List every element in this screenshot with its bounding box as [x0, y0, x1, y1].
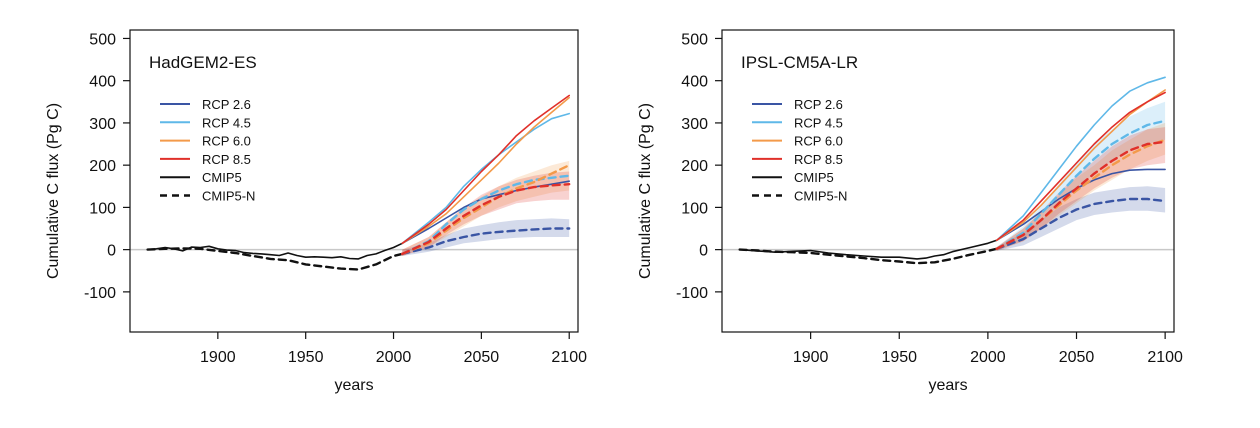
- plot-frame: [721, 29, 1175, 333]
- y-tick-label: 400: [681, 74, 708, 91]
- y-tick-label: 400: [89, 74, 116, 91]
- y-tick-label: 100: [681, 200, 708, 217]
- x-tick-label: 2050: [1059, 349, 1095, 366]
- series-rcp-8-5-cmip5: [401, 94, 571, 245]
- x-axis-label: years: [334, 377, 373, 394]
- y-tick-label: 100: [89, 200, 116, 217]
- y-axis-label: Cumulative C flux (Pg C): [637, 103, 654, 279]
- y-tick-label: -100: [676, 285, 708, 302]
- series-rcp-4-5-cmip5: [995, 76, 1166, 242]
- series-rcp-2-6-cmip5-n: [995, 197, 1167, 251]
- legend-label-rcp-6-0: RCP 6.0: [794, 134, 843, 149]
- y-tick-label: 200: [89, 158, 116, 175]
- series-rcp-4-5-cmip5-n: [995, 119, 1167, 251]
- y-tick-label: 500: [89, 31, 116, 48]
- legend-label-rcp-6-0: RCP 6.0: [202, 134, 251, 149]
- x-tick-label: 2000: [376, 349, 412, 366]
- panel-hadgem2-es: -100 0 100 200 300 400 500 1900 1950 2000 2050 2100…: [45, 29, 587, 394]
- plot-area: [146, 94, 571, 271]
- y-tick-label: 0: [107, 243, 116, 260]
- y-tick-label: 200: [681, 158, 708, 175]
- panel-ipsl-cm5a-lr: -100 0 100 200 300 400 500 1900 1950 2000 2050 2100…: [637, 29, 1183, 394]
- legend-label-rcp-2-6: RCP 2.6: [794, 97, 843, 112]
- x-tick-label: 2000: [970, 349, 1006, 366]
- y-axis-label: Cumulative C flux (Pg C): [45, 103, 62, 279]
- legend-label-rcp-8-5: RCP 8.5: [794, 152, 843, 167]
- x-tick-label: 2100: [551, 349, 587, 366]
- legend-label-rcp-2-6: RCP 2.6: [202, 97, 251, 112]
- x-axis-label: years: [928, 377, 967, 394]
- series-rcp-8-5-cmip5-n: [401, 182, 571, 256]
- x-tick-label: 1900: [793, 349, 829, 366]
- legend-label-cmip5-n: CMIP5-N: [794, 189, 847, 204]
- x-tick-label: 1950: [288, 349, 324, 366]
- legend-label-cmip5-n: CMIP5-N: [202, 189, 255, 204]
- band-rcp-2-6-cmip5-n: [996, 186, 1166, 251]
- series-cmip5-n-historical: [738, 247, 998, 265]
- y-tick-label: 300: [681, 116, 708, 133]
- legend-label-rcp-8-5: RCP 8.5: [202, 152, 251, 167]
- legend-label-rcp-4-5: RCP 4.5: [794, 115, 843, 130]
- panel-title: HadGEM2-ES: [149, 53, 257, 72]
- legend-label-cmip5: CMIP5: [794, 170, 834, 185]
- series-rcp-6-0-cmip5: [401, 96, 571, 245]
- x-tick-label: 2050: [464, 349, 500, 366]
- plot-frame: [129, 29, 579, 333]
- series-rcp-6-0-cmip5: [995, 89, 1166, 242]
- series-hadgem2-es-historical: [146, 242, 404, 260]
- series-cmip5-n-historical: [146, 247, 404, 271]
- y-tick-label: 500: [681, 31, 708, 48]
- y-tick-label: -100: [84, 285, 116, 302]
- band-rcp-8-5-cmip5-n: [402, 171, 570, 256]
- plot-area: [738, 76, 1167, 265]
- series-rcp-2-6-cmip5-n: [401, 227, 571, 256]
- panel-title: IPSL-CM5A-LR: [741, 53, 858, 72]
- y-tick-label: 0: [699, 243, 708, 260]
- x-tick-label: 2100: [1147, 349, 1183, 366]
- y-tick-label: 300: [89, 116, 116, 133]
- x-tick-label: 1900: [200, 349, 236, 366]
- x-tick-label: 1950: [881, 349, 917, 366]
- series-rcp-8-5-cmip5-n: [995, 140, 1167, 251]
- band-rcp-2-6-cmip5-n: [402, 218, 570, 256]
- legend-label-cmip5: CMIP5: [202, 170, 242, 185]
- series-rcp-8-5-cmip5: [995, 91, 1166, 242]
- legend-label-rcp-4-5: RCP 4.5: [202, 115, 251, 130]
